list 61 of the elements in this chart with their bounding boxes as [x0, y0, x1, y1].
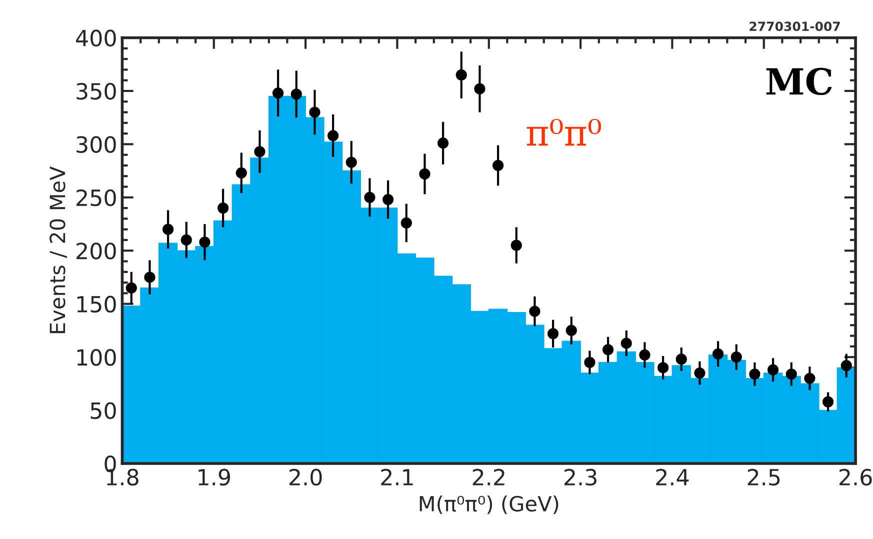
- x-tick-label: 2.6: [840, 468, 872, 486]
- point: [529, 306, 540, 317]
- point: [657, 362, 669, 374]
- point: [620, 338, 632, 349]
- x-tick-label: 1.9: [198, 468, 230, 486]
- point: [566, 324, 577, 336]
- point: [584, 356, 596, 368]
- x-tick-label: 2.5: [748, 468, 780, 486]
- point: [712, 348, 724, 360]
- point: [346, 156, 357, 168]
- point: [602, 344, 614, 356]
- y-tick-label: 250: [76, 189, 116, 206]
- y-axis-title: Events / 20 MeV: [50, 166, 67, 334]
- point: [437, 138, 449, 149]
- x-tick-label: 2.0: [290, 468, 322, 486]
- point: [126, 282, 137, 294]
- point: [730, 352, 742, 363]
- x-axis-title: M(π⁰π⁰) (GeV): [420, 495, 558, 514]
- point: [180, 234, 192, 246]
- point: [382, 194, 394, 206]
- point: [364, 192, 376, 203]
- point: [400, 217, 412, 229]
- point: [236, 167, 247, 178]
- point: [492, 160, 504, 172]
- point: [290, 88, 302, 100]
- point: [547, 328, 559, 340]
- point: [749, 368, 760, 380]
- point: [199, 236, 210, 248]
- point: [419, 168, 430, 180]
- x-tick-label: 2.4: [656, 468, 689, 486]
- point: [639, 349, 650, 361]
- y-tick-label: 200: [76, 242, 116, 260]
- point: [840, 360, 852, 372]
- point: [456, 69, 467, 81]
- point: [804, 372, 816, 384]
- y-tick-label: 150: [77, 296, 116, 313]
- point: [694, 368, 706, 379]
- point: [822, 396, 834, 408]
- text: 2770301-007: [750, 22, 840, 32]
- point: [217, 202, 229, 214]
- y-tick-label: 300: [76, 136, 116, 153]
- y-tick-label: 350: [76, 82, 116, 100]
- x-tick-label: 2.3: [564, 468, 596, 486]
- point: [786, 368, 797, 380]
- point: [327, 130, 339, 142]
- point: [767, 364, 779, 376]
- point: [254, 146, 266, 158]
- y-tick-label: 50: [90, 402, 116, 420]
- x-tick-label: 2.1: [381, 468, 413, 486]
- point: [309, 106, 320, 118]
- point: [162, 224, 174, 235]
- point: [272, 88, 284, 99]
- y-tick-label: 100: [77, 349, 116, 366]
- y-tick-label: 400: [76, 30, 116, 46]
- point: [510, 240, 522, 251]
- point: [144, 272, 156, 283]
- annotation: MC: [766, 68, 832, 96]
- annotation: π⁰π⁰: [526, 118, 602, 146]
- point: [676, 354, 687, 365]
- point: [474, 83, 486, 94]
- x-tick-label: 2.2: [472, 468, 504, 486]
